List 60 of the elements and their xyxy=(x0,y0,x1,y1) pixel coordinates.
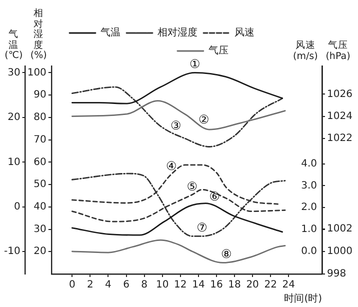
y-tick-label: 0 xyxy=(14,201,20,212)
x-tick-label: 6 xyxy=(123,280,130,291)
y3-tick-label: 1.0 xyxy=(301,224,317,236)
x-tick-label: 8 xyxy=(141,280,148,291)
x-tick-label: 10 xyxy=(156,280,169,291)
annotation: ③ xyxy=(170,118,182,133)
x-tick-label: 2 xyxy=(87,280,94,291)
line-series xyxy=(71,239,286,264)
y2-tick-label: 100 xyxy=(27,67,46,78)
annotation: ④ xyxy=(166,158,177,173)
annotation: ⑥ xyxy=(209,190,220,204)
line-series xyxy=(71,100,286,130)
x-axis-title: 时间(时) xyxy=(284,292,322,305)
y-tick-label: 20 xyxy=(8,112,20,124)
legend-label: 风速 xyxy=(234,26,254,39)
y3-axis-title: 风速(m/s) xyxy=(293,40,318,62)
annotation: ⑦ xyxy=(196,220,208,235)
x-tick-label: 24 xyxy=(282,280,295,291)
y-tick-label: 998 xyxy=(327,268,346,280)
y-axis-title: 气温(℃) xyxy=(4,29,23,62)
y2-tick-label: 80 xyxy=(34,112,46,124)
annotation: ① xyxy=(189,56,200,71)
annotation: ⑤ xyxy=(186,179,198,194)
line-series xyxy=(71,72,284,104)
y3-tick-label: 4.0 xyxy=(301,158,317,170)
y2-tick-label: 40 xyxy=(34,201,46,212)
annotation: ② xyxy=(198,112,210,127)
x-tick-label: 14 xyxy=(192,280,205,291)
x-tick-label: 16 xyxy=(210,280,223,291)
y2-tick-label: 30 xyxy=(34,224,46,235)
x-tick-label: 20 xyxy=(246,280,259,291)
y-tick-label: 1000 xyxy=(327,246,352,257)
line-series xyxy=(71,202,284,236)
y-axis-title: 气压(hPa) xyxy=(326,40,350,62)
legend-label: 相对湿度 xyxy=(158,26,198,39)
y3-tick-label: 0.0 xyxy=(301,246,317,257)
y2-tick-label: 90 xyxy=(34,90,46,101)
legend-label: 气温 xyxy=(100,26,120,39)
legend-label: 气压 xyxy=(208,44,228,57)
x-tick-label: 22 xyxy=(264,280,277,291)
y2-tick-label: 60 xyxy=(34,156,46,168)
y2-tick-label: 50 xyxy=(34,179,46,190)
y-tick-label: 1026 xyxy=(327,88,352,100)
y-tick-label: 10 xyxy=(8,156,20,168)
x-tick-label: 18 xyxy=(228,280,241,291)
y-tick-label: -10 xyxy=(4,246,20,258)
y3-tick-label: 3.0 xyxy=(301,180,317,192)
x-tick-label: 0 xyxy=(68,280,76,291)
y3-tick-label: 2.0 xyxy=(301,202,317,214)
y-tick-label: 1022 xyxy=(327,132,352,144)
x-tick-label: 4 xyxy=(105,280,112,291)
annotation: ⑧ xyxy=(221,246,232,261)
y-tick-label: 1024 xyxy=(327,110,352,122)
line-series xyxy=(71,86,284,148)
y2-tick-label: 20 xyxy=(34,246,46,258)
x-tick-label: 12 xyxy=(174,280,187,291)
y-tick-label: 1002 xyxy=(327,223,352,234)
y2-axis-title: 相对湿度(%) xyxy=(30,8,47,62)
y-tick-label: 30 xyxy=(8,67,20,78)
y2-tick-label: 70 xyxy=(34,134,46,146)
